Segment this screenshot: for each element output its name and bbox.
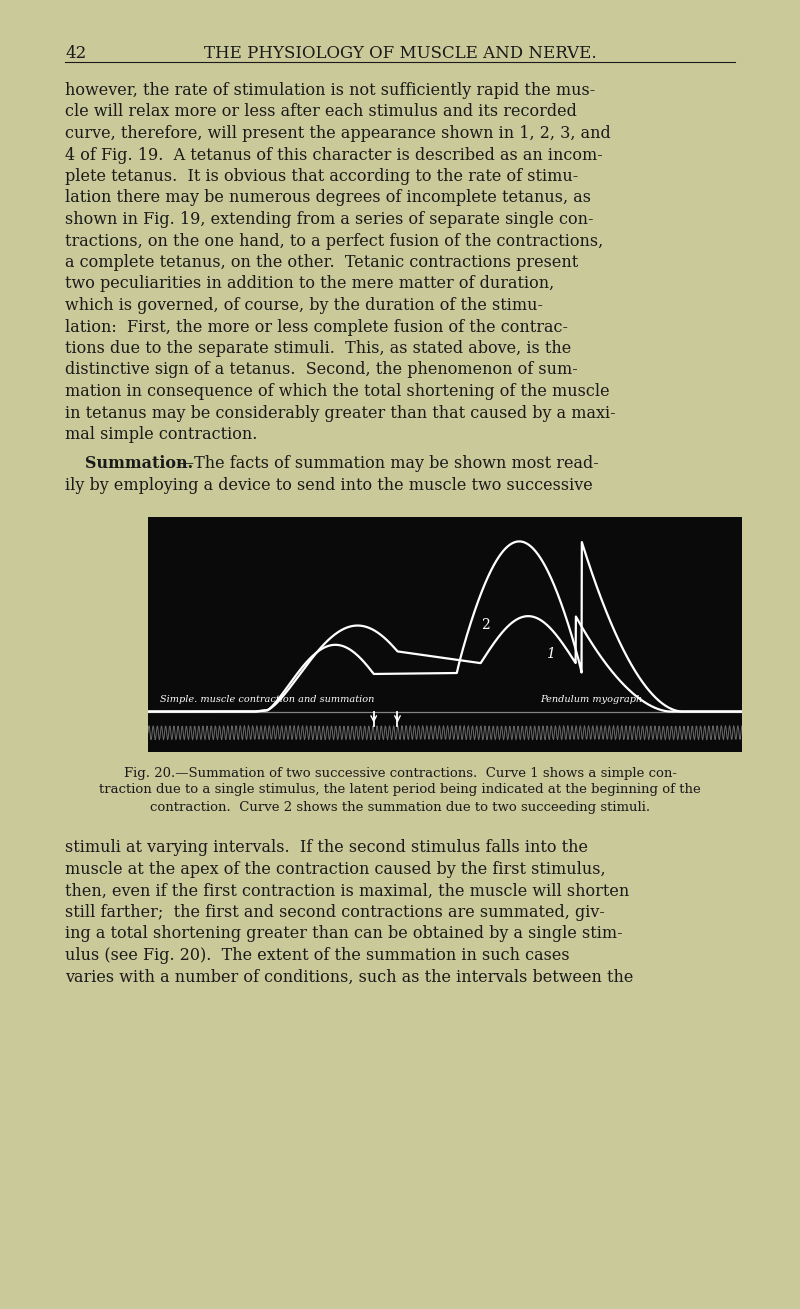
Text: shown in Fig. 19, extending from a series of separate single con-: shown in Fig. 19, extending from a serie… bbox=[65, 211, 594, 228]
Text: 2: 2 bbox=[481, 618, 490, 632]
Text: varies with a number of conditions, such as the intervals between the: varies with a number of conditions, such… bbox=[65, 969, 634, 986]
Text: cle will relax more or less after each stimulus and its recorded: cle will relax more or less after each s… bbox=[65, 103, 577, 120]
Text: however, the rate of stimulation is not sufficiently rapid the mus-: however, the rate of stimulation is not … bbox=[65, 82, 595, 99]
Text: then, even if the first contraction is maximal, the muscle will shorten: then, even if the first contraction is m… bbox=[65, 882, 630, 899]
Text: —The facts of summation may be shown most read-: —The facts of summation may be shown mos… bbox=[178, 456, 598, 473]
Text: mal simple contraction.: mal simple contraction. bbox=[65, 425, 258, 442]
Text: muscle at the apex of the contraction caused by the first stimulus,: muscle at the apex of the contraction ca… bbox=[65, 861, 606, 878]
Text: in tetanus may be considerably greater than that caused by a maxi-: in tetanus may be considerably greater t… bbox=[65, 404, 616, 421]
Text: curve, therefore, will present the appearance shown in 1, 2, 3, and: curve, therefore, will present the appea… bbox=[65, 124, 610, 141]
Text: lation there may be numerous degrees of incomplete tetanus, as: lation there may be numerous degrees of … bbox=[65, 190, 591, 207]
Text: ily by employing a device to send into the muscle two successive: ily by employing a device to send into t… bbox=[65, 476, 593, 493]
Text: Summation.: Summation. bbox=[85, 456, 193, 473]
Text: 42: 42 bbox=[65, 45, 86, 62]
Text: traction due to a single stimulus, the latent period being indicated at the begi: traction due to a single stimulus, the l… bbox=[99, 784, 701, 796]
Text: two peculiarities in addition to the mere matter of duration,: two peculiarities in addition to the mer… bbox=[65, 275, 554, 292]
Text: distinctive sign of a tetanus.  Second, the phenomenon of sum-: distinctive sign of a tetanus. Second, t… bbox=[65, 361, 578, 378]
Text: ulus (see Fig. 20).  The extent of the summation in such cases: ulus (see Fig. 20). The extent of the su… bbox=[65, 946, 570, 963]
Text: plete tetanus.  It is obvious that according to the rate of stimu-: plete tetanus. It is obvious that accord… bbox=[65, 168, 578, 185]
Text: mation in consequence of which the total shortening of the muscle: mation in consequence of which the total… bbox=[65, 384, 610, 401]
Text: Pendulum myograph: Pendulum myograph bbox=[540, 695, 642, 704]
Text: contraction.  Curve 2 shows the summation due to two succeeding stimuli.: contraction. Curve 2 shows the summation… bbox=[150, 801, 650, 813]
Text: still farther;  the first and second contractions are summated, giv-: still farther; the first and second cont… bbox=[65, 905, 605, 922]
Text: lation:  First, the more or less complete fusion of the contrac-: lation: First, the more or less complete… bbox=[65, 318, 568, 335]
Bar bbox=[148, 517, 742, 751]
Text: 4 of Fig. 19.  A tetanus of this character is described as an incom-: 4 of Fig. 19. A tetanus of this characte… bbox=[65, 147, 602, 164]
Text: ing a total shortening greater than can be obtained by a single stim-: ing a total shortening greater than can … bbox=[65, 925, 622, 942]
Text: tractions, on the one hand, to a perfect fusion of the contractions,: tractions, on the one hand, to a perfect… bbox=[65, 233, 603, 250]
Text: stimuli at varying intervals.  If the second stimulus falls into the: stimuli at varying intervals. If the sec… bbox=[65, 839, 588, 856]
Text: tions due to the separate stimuli.  This, as stated above, is the: tions due to the separate stimuli. This,… bbox=[65, 340, 571, 357]
Text: THE PHYSIOLOGY OF MUSCLE AND NERVE.: THE PHYSIOLOGY OF MUSCLE AND NERVE. bbox=[204, 45, 596, 62]
Text: a complete tetanus, on the other.  Tetanic contractions present: a complete tetanus, on the other. Tetani… bbox=[65, 254, 578, 271]
Text: Fig. 20.—Summation of two successive contractions.  Curve 1 shows a simple con-: Fig. 20.—Summation of two successive con… bbox=[123, 767, 677, 779]
Text: which is governed, of course, by the duration of the stimu-: which is governed, of course, by the dur… bbox=[65, 297, 543, 314]
Text: 1: 1 bbox=[546, 647, 555, 661]
Text: Simple. muscle contraction and summation: Simple. muscle contraction and summation bbox=[160, 695, 374, 704]
